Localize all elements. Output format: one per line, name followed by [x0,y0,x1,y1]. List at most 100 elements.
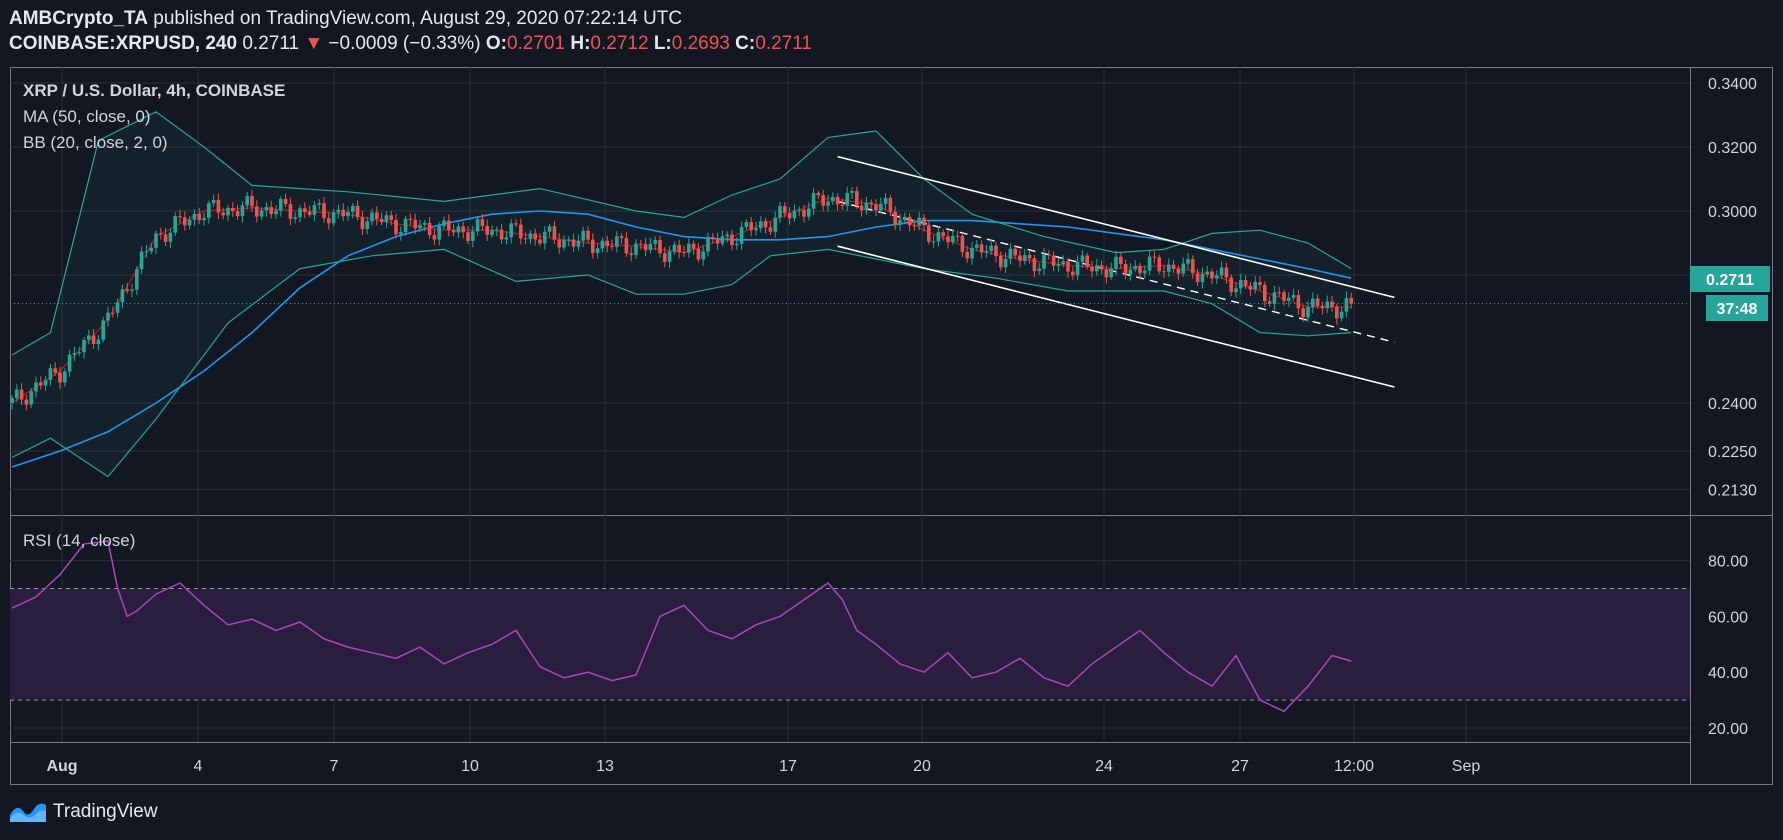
candle-body [1047,254,1051,256]
candle-body [533,233,537,240]
candle-body [1066,261,1070,272]
time-tick-label: 24 [1095,758,1113,775]
candle-body [183,217,187,226]
candle-body [831,196,835,202]
candle-body [1152,256,1157,258]
author-name[interactable]: AMBCrypto_TA [9,8,148,29]
candle-body [840,204,845,206]
candle-body [87,335,91,340]
candle-body [1114,256,1118,269]
candle-body [816,193,821,196]
candle-body [797,209,801,211]
channel-upper-line [837,155,1395,299]
publish-text: published on TradingView.com, August 29,… [153,8,683,29]
candle-body [821,195,825,206]
candle-body [1008,248,1013,259]
candle-body [24,399,29,405]
price-badge-value: 0.2711 [1706,272,1754,289]
candle-body [1186,259,1190,264]
candle-body [715,238,720,244]
candle-body [711,236,715,239]
candle-body [211,199,216,204]
high-value: 0.2712 [590,33,649,54]
rsi-scale[interactable]: 80.00 60.00 40.00 20.00 [1708,554,1748,738]
time-tick-label: 17 [779,758,797,775]
candle-body [1243,280,1248,286]
time-tick-label: 27 [1231,758,1249,775]
candle-body [672,244,677,252]
candle-body [1258,282,1262,285]
candle-body [936,232,941,242]
candle-body [29,391,33,405]
price-tick-label: 0.2130 [1708,482,1757,499]
candle-body [571,239,576,247]
candle-body [389,215,393,220]
candle-body [413,219,417,229]
time-tick-label: 20 [913,758,931,775]
low-value: 0.2693 [671,33,730,54]
candle-body [1099,265,1104,270]
candle-body [562,240,566,248]
candle-body [912,225,917,227]
candle-body [1042,254,1046,269]
candle-body [739,227,744,244]
candle-body [1306,307,1310,318]
candle-body [874,204,878,211]
candle-body [1339,311,1344,319]
candle-body [408,218,413,220]
candle-body [178,216,182,218]
candle-body [1315,298,1320,306]
candle-body [696,248,701,260]
candle-body [975,244,979,248]
candle-body [1147,256,1152,271]
candle-body [547,226,552,232]
countdown-badge [1706,295,1768,321]
candle-body [1090,266,1094,272]
rsi-legend[interactable]: RSI (14, close) [23,531,135,550]
candle-body [106,312,110,321]
candle-body [207,203,211,218]
bb-legend[interactable]: BB (20, close, 2, 0) [23,133,168,152]
candle-body [1200,274,1205,283]
candle-body [605,240,609,247]
candle-body [307,211,312,215]
candle-body [931,241,936,243]
candle-body [274,210,278,215]
candle-body [879,203,883,211]
candle-body [240,205,245,217]
candle-body [663,253,667,262]
symbol-label[interactable]: COINBASE:XRPUSD, 240 [9,33,238,54]
down-arrow-icon: ▼ [304,33,324,54]
candle-body [394,219,398,235]
candle-body [77,352,81,354]
candle-body [1224,267,1229,278]
candle-body [298,208,302,218]
candle-body [850,190,854,193]
candle-body [423,222,427,225]
candle-body [432,234,437,240]
candle-body [629,253,633,255]
candle-body [490,230,494,235]
candle-body [1325,301,1329,309]
bb-lower-line [11,248,1352,478]
time-scale[interactable]: Aug 4 7 10 13 17 20 24 27 12:00 Sep [46,758,1480,775]
candle-body [293,217,297,219]
candle-body [1229,277,1233,293]
candle-body [619,236,624,239]
candle-body [154,233,158,248]
ma-legend[interactable]: MA (50, close, 0) [23,107,151,126]
candle-body [34,382,38,392]
candle-body [730,234,734,246]
candle-body [888,198,893,212]
candle-body [231,207,235,212]
candle-body [351,205,355,212]
candle-body [1253,282,1257,290]
candle-body [250,196,254,207]
candle-body [754,228,758,231]
candle-body [648,243,653,251]
candle-body [1143,270,1147,274]
candle-body [370,212,374,222]
candle-body [1311,298,1315,308]
tradingview-logo[interactable]: TradingView [9,801,158,823]
